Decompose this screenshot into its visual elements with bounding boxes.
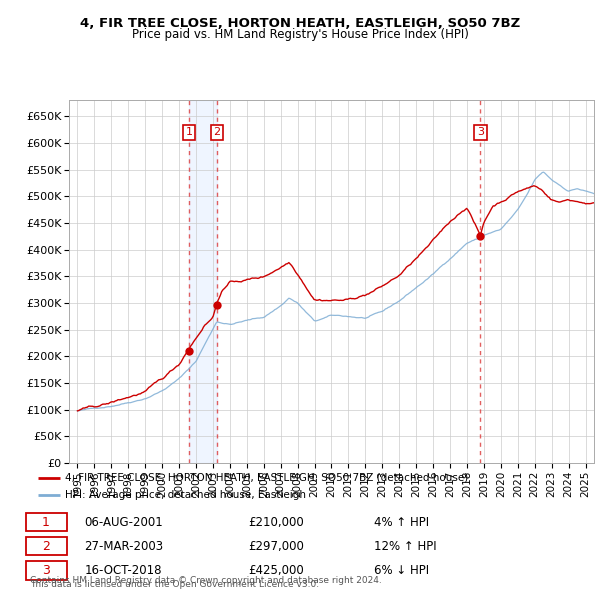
Text: 3: 3 xyxy=(477,127,484,137)
Text: 4, FIR TREE CLOSE, HORTON HEATH, EASTLEIGH, SO50 7BZ (detached house): 4, FIR TREE CLOSE, HORTON HEATH, EASTLEI… xyxy=(65,473,469,483)
Text: This data is licensed under the Open Government Licence v3.0.: This data is licensed under the Open Gov… xyxy=(30,581,319,589)
Text: 06-AUG-2001: 06-AUG-2001 xyxy=(85,516,163,529)
Text: 4, FIR TREE CLOSE, HORTON HEATH, EASTLEIGH, SO50 7BZ: 4, FIR TREE CLOSE, HORTON HEATH, EASTLEI… xyxy=(80,17,520,30)
Text: 1: 1 xyxy=(42,516,50,529)
Text: Contains HM Land Registry data © Crown copyright and database right 2024.: Contains HM Land Registry data © Crown c… xyxy=(30,576,382,585)
Text: £297,000: £297,000 xyxy=(248,540,304,553)
FancyBboxPatch shape xyxy=(26,537,67,555)
Text: 6% ↓ HPI: 6% ↓ HPI xyxy=(374,564,429,577)
Text: 27-MAR-2003: 27-MAR-2003 xyxy=(85,540,164,553)
Text: 2: 2 xyxy=(213,127,220,137)
Text: 12% ↑ HPI: 12% ↑ HPI xyxy=(374,540,437,553)
Text: 4% ↑ HPI: 4% ↑ HPI xyxy=(374,516,429,529)
FancyBboxPatch shape xyxy=(26,562,67,579)
Text: 2: 2 xyxy=(42,540,50,553)
Text: £210,000: £210,000 xyxy=(248,516,304,529)
Text: 16-OCT-2018: 16-OCT-2018 xyxy=(85,564,162,577)
Text: HPI: Average price, detached house, Eastleigh: HPI: Average price, detached house, East… xyxy=(65,490,307,500)
FancyBboxPatch shape xyxy=(26,513,67,531)
Bar xyxy=(189,100,217,463)
Text: £425,000: £425,000 xyxy=(248,564,304,577)
Text: 1: 1 xyxy=(185,127,193,137)
Text: Price paid vs. HM Land Registry's House Price Index (HPI): Price paid vs. HM Land Registry's House … xyxy=(131,28,469,41)
Text: 3: 3 xyxy=(42,564,50,577)
